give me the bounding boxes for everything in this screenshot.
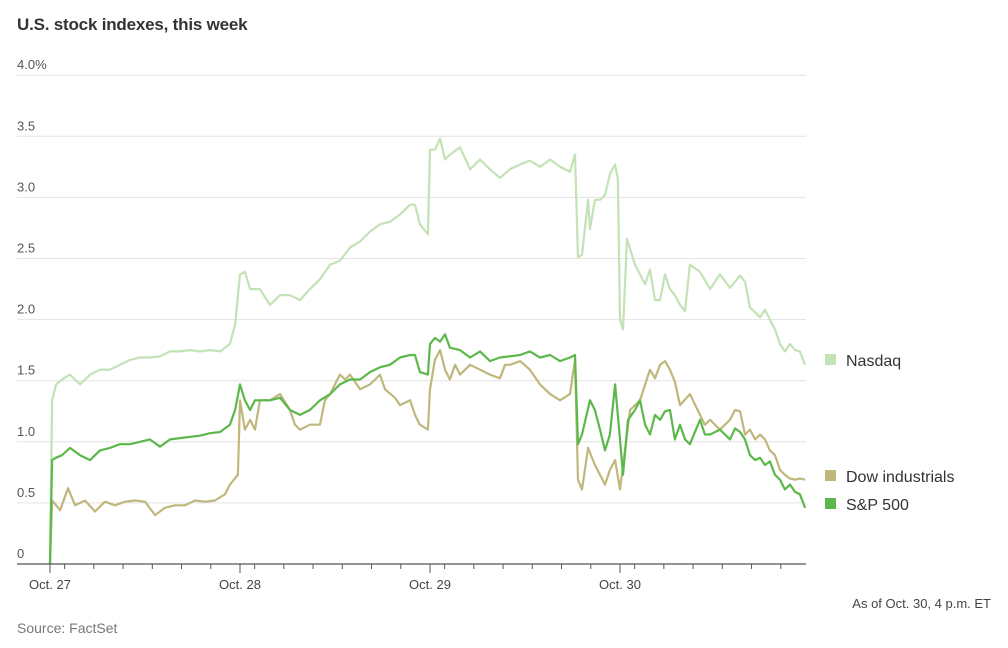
y-tick-label: 2.0 [17,302,35,317]
as-of-note: As of Oct. 30, 4 p.m. ET [852,596,991,611]
x-tick-label: Oct. 30 [599,577,641,592]
y-tick-label: 2.5 [17,241,35,256]
y-tick-label: 1.5 [17,363,35,378]
y-tick-label: 0.5 [17,485,35,500]
series-line-s-p-500 [48,333,807,565]
x-tick-label: Oct. 28 [219,577,261,592]
legend-label: Nasdaq [846,353,901,370]
y-tick-label: 3.5 [17,118,35,133]
series-line-dow-industrials [48,349,806,565]
legend-swatch [825,354,836,365]
legend-swatch [825,498,836,509]
series-line-nasdaq [48,137,807,565]
legend-swatch [825,470,836,481]
y-tick-label: 0 [17,546,24,561]
y-tick-label: 1.0 [17,424,35,439]
x-tick-label: Oct. 29 [409,577,451,592]
source-note: Source: FactSet [17,620,118,636]
x-tick-label: Oct. 27 [29,577,71,592]
y-tick-label: 3.0 [17,179,35,194]
y-tick-label: 4.0% [17,57,47,72]
chart-title: U.S. stock indexes, this week [17,15,248,34]
legend-label: Dow industrials [846,469,954,486]
legend-label: S&P 500 [846,497,909,514]
